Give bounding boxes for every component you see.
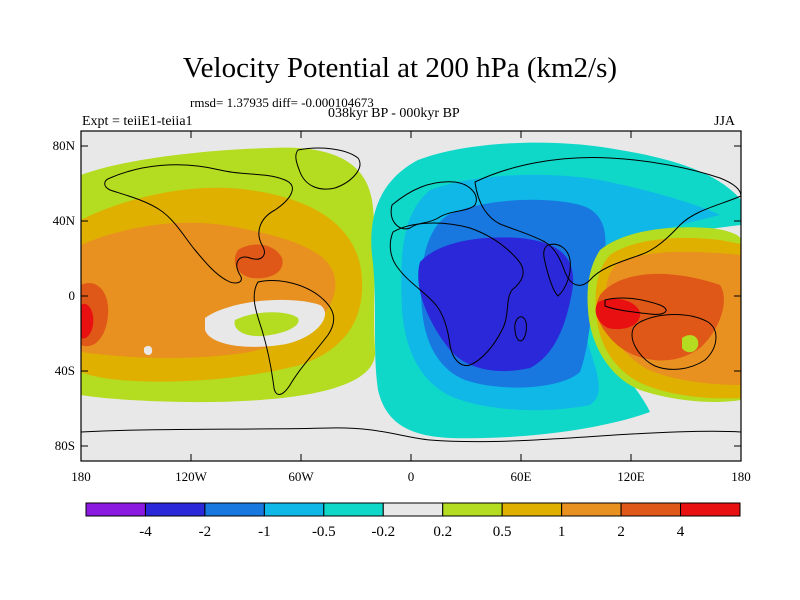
x-tick-label: 120W	[175, 469, 208, 484]
colorbar-label: -0.5	[312, 524, 336, 540]
contour-band-0.2-australia	[682, 335, 699, 353]
colorbar-swatch	[620, 502, 682, 517]
y-tick-label: 40S	[55, 363, 75, 378]
contour-band-neutral-spot	[144, 345, 153, 355]
coastline-greenland	[295, 147, 361, 190]
y-tick-label: 80N	[53, 138, 76, 153]
coastline-asia	[474, 157, 742, 286]
colorbar-swatch	[680, 502, 741, 517]
colorbar: -4 -2 -1 -0.5 -0.2 0.2 0.5 1 2 4	[85, 502, 741, 540]
x-tick-label: 120E	[617, 469, 645, 484]
contour-band-0.2-ring	[234, 312, 299, 337]
y-tick-label: 0	[69, 288, 76, 303]
x-tick-label: 180	[731, 469, 751, 484]
y-axis: 80N 40N 0 40S 80S	[53, 138, 741, 453]
colorbar-swatch	[442, 502, 503, 517]
colorbar-swatch	[85, 502, 146, 517]
x-tick-label: 180	[71, 469, 91, 484]
coastlines	[80, 147, 742, 443]
coastline-madagascar	[514, 316, 527, 342]
coastline-indonesia	[604, 297, 667, 315]
experiment-label: Expt = teiiE1-teiia1	[82, 114, 193, 129]
coastline-australia	[631, 314, 717, 370]
y-tick-label: 40N	[53, 213, 76, 228]
colorbar-swatch	[323, 502, 384, 517]
coastline-africa	[389, 222, 524, 367]
contour-band-4-west	[81, 303, 94, 339]
colorbar-label: -2	[199, 524, 212, 540]
colorbar-swatch	[204, 502, 265, 517]
colorbar-label: 0.2	[433, 524, 452, 540]
y-tick-label: 80S	[55, 438, 75, 453]
colorbar-swatch	[382, 502, 444, 517]
colorbar-label: -4	[139, 524, 152, 540]
coastline-antarctica	[80, 427, 742, 443]
season-label: JJA	[714, 114, 736, 129]
colorbar-label: -0.2	[371, 524, 395, 540]
coastline-india	[543, 243, 571, 297]
colorbar-swatch	[501, 502, 563, 517]
colorbar-label: -1	[258, 524, 271, 540]
coastline-europe	[390, 181, 477, 230]
x-tick-label: 0	[408, 469, 415, 484]
coastline-south-america	[253, 280, 335, 395]
contour-field	[81, 131, 741, 461]
x-tick-label: 60E	[511, 469, 532, 484]
contour-band-2-east	[234, 244, 283, 279]
colorbar-label: 2	[617, 524, 625, 540]
x-axis: 180 120W 60W 0 60E 120E 180	[71, 131, 751, 484]
colorbar-label: 0.5	[493, 524, 512, 540]
contour-band-minus-2	[418, 237, 574, 372]
colorbar-swatch	[144, 502, 206, 517]
colorbar-swatch	[561, 502, 622, 517]
coastline-north-america	[104, 164, 293, 284]
colorbar-label: 1	[558, 524, 566, 540]
stats-line: rmsd= 1.37935 diff= -0.000104673	[190, 95, 374, 110]
x-tick-label: 60W	[288, 469, 314, 484]
chart-title: Velocity Potential at 200 hPa (km2/s)	[182, 52, 618, 84]
colorbar-swatch	[263, 502, 325, 517]
periods-label: 038kyr BP - 000kyr BP	[328, 106, 460, 121]
colorbar-label: 4	[677, 524, 685, 540]
